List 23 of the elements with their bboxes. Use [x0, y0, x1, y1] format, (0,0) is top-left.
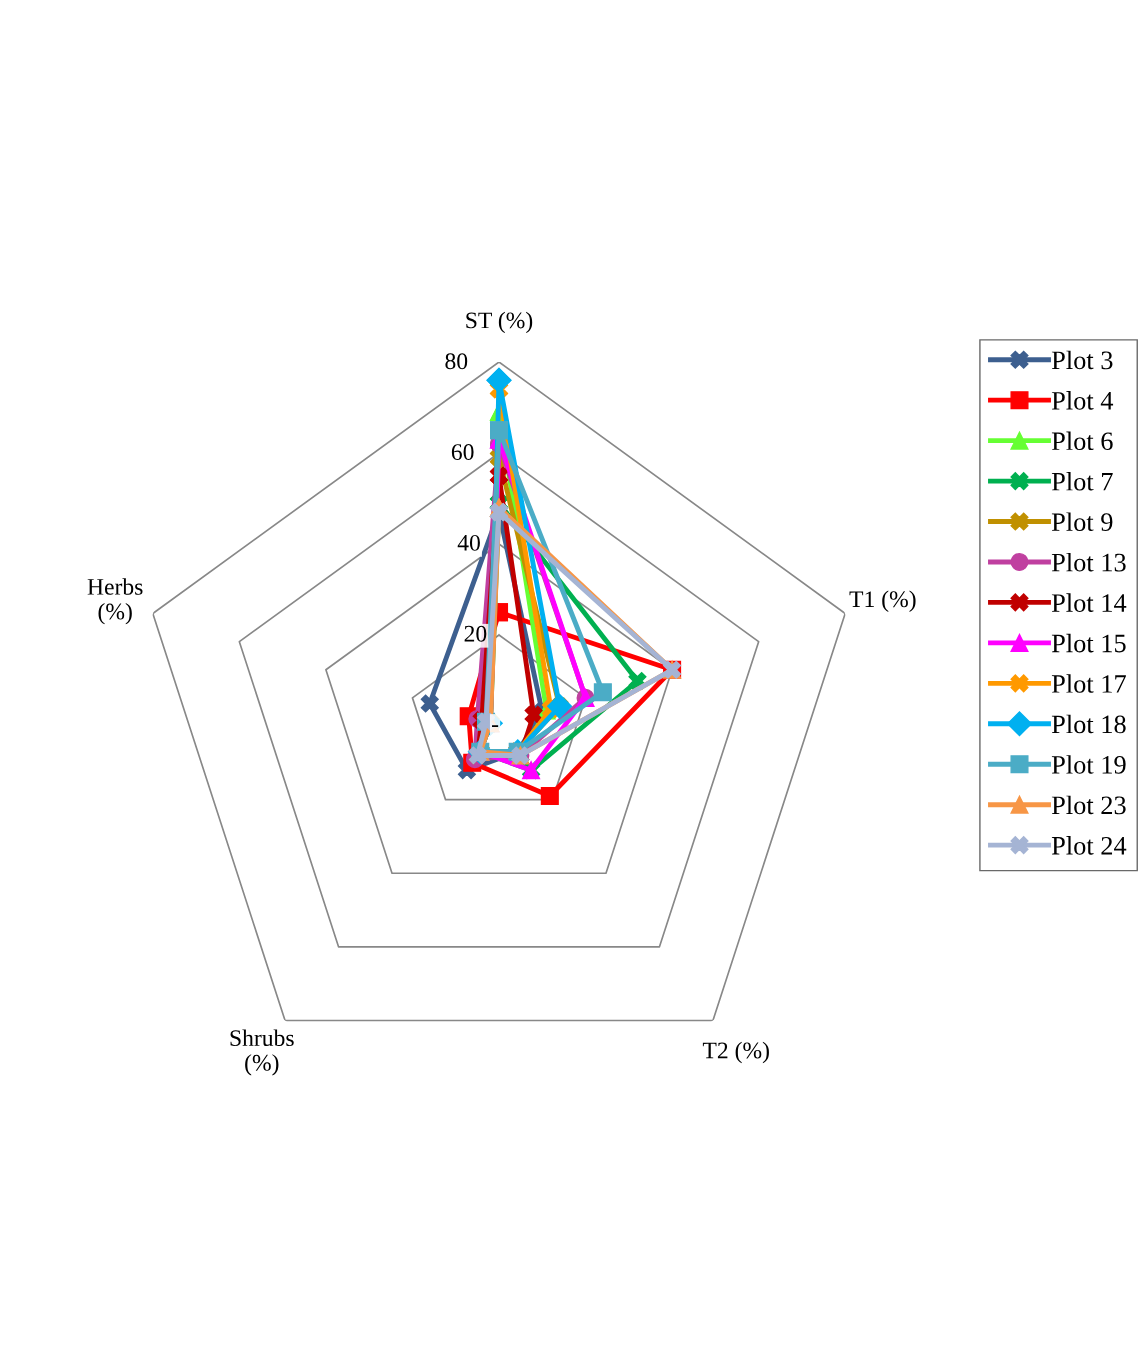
y-tick-label: - — [492, 725, 499, 727]
y-tick-label: 60 — [451, 444, 474, 461]
spoke-label: Shrubs (%) — [230, 1029, 294, 1076]
spoke-label: Herbs (%) — [87, 578, 143, 625]
legend-label: Plot 6 — [1051, 431, 1113, 451]
legend-label: Plot 13 — [1051, 552, 1126, 572]
legend-label: Plot 7 — [1051, 472, 1113, 491]
legend-label: Plot 15 — [1051, 633, 1126, 653]
y-tick-label: 40 — [457, 534, 480, 551]
legend-label: Plot 23 — [1051, 795, 1126, 815]
legend-label: Plot 3 — [1051, 350, 1113, 370]
legend-label: Plot 9 — [1051, 512, 1113, 532]
y-tick-label: 80 — [445, 353, 468, 370]
legend-label: Plot 24 — [1051, 836, 1127, 855]
legend-label: Plot 18 — [1051, 714, 1126, 734]
spoke-label: T2 (%) — [702, 1041, 769, 1064]
legend-label: Plot 17 — [1051, 674, 1126, 693]
spoke-label: T1 (%) — [849, 590, 916, 612]
y-tick-label: 20 — [464, 625, 487, 642]
spoke-label: ST (%) — [466, 311, 533, 334]
legend-label: Plot 14 — [1051, 593, 1127, 612]
legend-label: Plot 4 — [1051, 391, 1114, 410]
legend-label: Plot 19 — [1051, 755, 1126, 774]
